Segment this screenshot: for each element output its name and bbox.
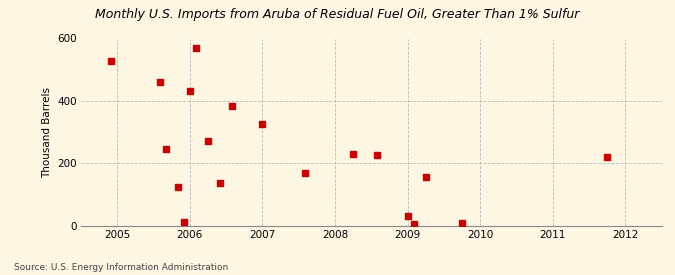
Point — [227, 103, 238, 108]
Point — [408, 222, 419, 226]
Point — [202, 139, 213, 144]
Point — [372, 153, 383, 158]
Point — [160, 146, 171, 151]
Point — [178, 220, 189, 225]
Point — [601, 155, 612, 159]
Point — [421, 175, 431, 179]
Point — [184, 88, 195, 93]
Point — [190, 46, 201, 50]
Point — [257, 121, 268, 126]
Point — [299, 171, 310, 176]
Text: Source: U.S. Energy Information Administration: Source: U.S. Energy Information Administ… — [14, 263, 227, 272]
Point — [402, 214, 413, 218]
Point — [154, 80, 165, 84]
Point — [172, 185, 183, 190]
Y-axis label: Thousand Barrels: Thousand Barrels — [42, 87, 52, 177]
Point — [348, 152, 358, 157]
Point — [215, 181, 225, 186]
Text: Monthly U.S. Imports from Aruba of Residual Fuel Oil, Greater Than 1% Sulfur: Monthly U.S. Imports from Aruba of Resid… — [95, 8, 580, 21]
Point — [456, 221, 467, 225]
Point — [106, 59, 117, 64]
